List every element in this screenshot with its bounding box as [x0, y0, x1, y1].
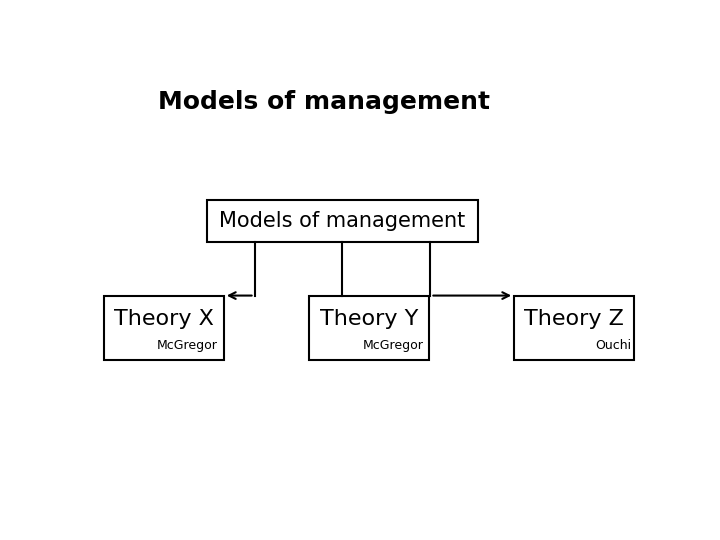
Text: Models of management: Models of management [220, 211, 466, 231]
Text: McGregor: McGregor [362, 339, 423, 352]
FancyBboxPatch shape [104, 295, 224, 360]
FancyBboxPatch shape [514, 295, 634, 360]
Text: Models of management: Models of management [158, 90, 490, 114]
Text: Theory X: Theory X [114, 309, 214, 329]
Text: Ouchi: Ouchi [595, 339, 631, 352]
Text: Theory Z: Theory Z [524, 309, 624, 329]
FancyBboxPatch shape [310, 295, 429, 360]
FancyBboxPatch shape [207, 200, 478, 241]
Text: McGregor: McGregor [157, 339, 218, 352]
Text: Theory Y: Theory Y [320, 309, 418, 329]
